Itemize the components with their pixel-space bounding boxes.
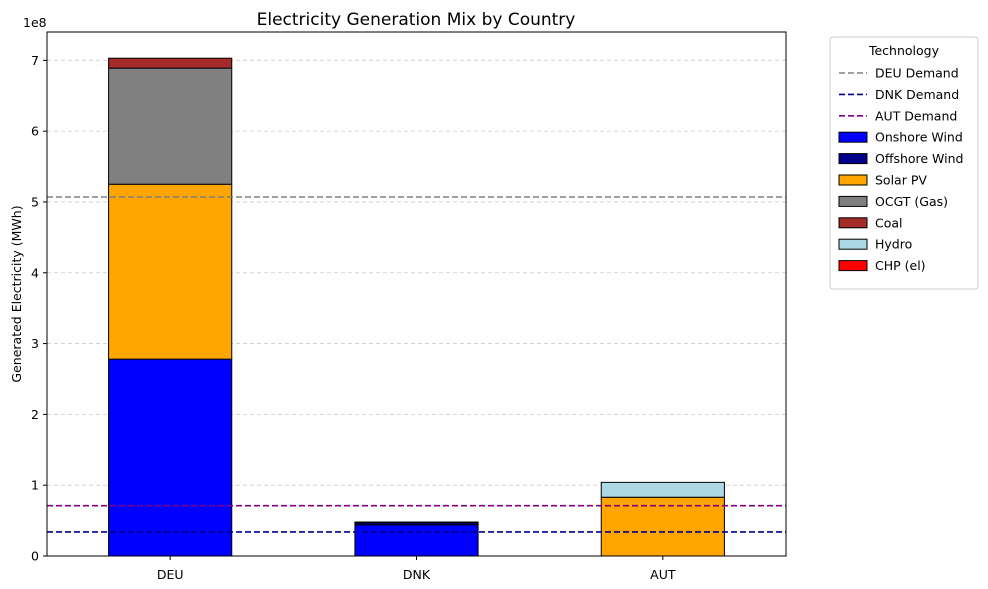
legend-label: Onshore Wind <box>875 130 963 145</box>
bar-segment <box>354 524 479 557</box>
x-tick-label: DEU <box>157 567 184 582</box>
legend-label: Offshore Wind <box>875 151 963 166</box>
legend-label: DNK Demand <box>875 87 959 102</box>
legend-color-swatch <box>838 260 868 272</box>
demand-layer <box>47 196 786 533</box>
bar-segment <box>600 496 725 557</box>
legend-color-swatch <box>838 153 868 165</box>
y-tick-label: 0 <box>31 549 39 564</box>
legend-label: DEU Demand <box>875 66 959 81</box>
bar-segment <box>108 358 233 557</box>
bar-segment <box>108 67 233 185</box>
legend-color-swatch <box>838 217 868 229</box>
y-axis-label: Generated Electricity (MWh) <box>9 205 24 382</box>
legend-color-swatch <box>838 174 868 186</box>
bar-layer <box>108 57 725 557</box>
y-tick-label: 3 <box>31 336 39 351</box>
legend-title: Technology <box>868 43 940 58</box>
y-tick-label: 1 <box>31 478 39 493</box>
y-axis-scale-label: 1e8 <box>23 15 47 30</box>
bar-segment <box>108 57 233 69</box>
legend-color-swatch <box>838 195 868 207</box>
bar-segment <box>354 521 479 524</box>
axis-layer: 0 1 2 3 4 5 6 7 DEU DNK AUT <box>31 53 676 582</box>
y-tick-label: 2 <box>31 407 39 422</box>
legend-color-swatch <box>838 131 868 143</box>
legend-color-swatch <box>838 238 868 250</box>
legend-label: OCGT (Gas) <box>875 194 948 209</box>
y-tick-label: 6 <box>31 124 39 139</box>
y-tick-label: 7 <box>31 53 39 68</box>
legend-label: AUT Demand <box>875 108 957 123</box>
legend-label: Solar PV <box>875 173 927 188</box>
y-tick-label: 5 <box>31 194 39 209</box>
x-tick-label: DNK <box>403 567 431 582</box>
legend-label: Coal <box>875 215 903 230</box>
y-tick-label: 4 <box>31 265 39 280</box>
legend-label: CHP (el) <box>875 258 926 273</box>
x-tick-label: AUT <box>650 567 676 582</box>
bar-segment <box>108 183 233 360</box>
legend: Technology DEU Demand DNK Demand AUT Demand… <box>829 36 979 290</box>
chart-title: Electricity Generation Mix by Country <box>257 10 576 30</box>
bar-segment <box>600 481 725 498</box>
legend-label: Hydro <box>875 237 912 252</box>
